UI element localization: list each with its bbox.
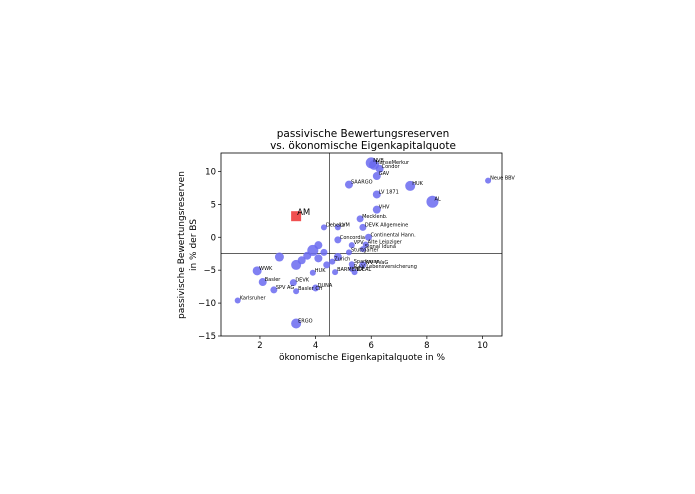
point-label: WV VVaG: [365, 260, 388, 266]
point-label: Concordia: [340, 235, 365, 241]
scatter-point: [372, 190, 381, 199]
chart-title-line2: vs. ökonomische Eigenkapitalquote: [270, 140, 456, 152]
scatter-point: [323, 261, 331, 269]
scatter-point: [372, 172, 381, 181]
scatter-point: [334, 236, 342, 244]
scatter-point: [348, 242, 355, 249]
point-label: HUK: [412, 181, 423, 187]
plot-frame: [220, 152, 503, 337]
point-label: R+V Lebensversicherung: [354, 264, 417, 270]
scatter-point: [345, 249, 352, 256]
x-axis-label: ökonomische Eigenkapitalquote in %: [279, 353, 446, 363]
point-label: DUNA: [318, 283, 333, 289]
point-label: SAARGO: [351, 180, 373, 186]
x-tick-label: 4: [313, 341, 318, 351]
point-label: Mecklenb.: [362, 214, 388, 220]
point-label: DEVK: [295, 278, 309, 284]
point-label: VPV: [354, 240, 364, 246]
scatter-point: [320, 248, 328, 256]
point-label: LV 1871: [379, 189, 399, 195]
scatter-point: [344, 180, 353, 189]
scatter-point: [314, 254, 323, 263]
point-label: Condor: [382, 164, 401, 170]
scatter-point: [362, 241, 369, 248]
point-label: NVB: [373, 158, 384, 164]
point-label: Karlsruher: [240, 295, 267, 301]
scatter-point: [291, 318, 302, 329]
y-tick-label: 10: [205, 167, 216, 177]
point-label: HanseMerkur: [376, 160, 410, 166]
scatter-point: [348, 265, 355, 272]
scatter-point: [314, 241, 323, 250]
scatter-point: [289, 279, 297, 287]
data-points: [234, 157, 492, 329]
highlight-point: [291, 211, 302, 222]
point-label: Zurich: [334, 257, 350, 263]
x-tick-label: 6: [369, 341, 374, 351]
point-label: Basler CH: [298, 286, 323, 292]
scatter-point: [426, 195, 439, 208]
point-label: Basler: [265, 277, 282, 283]
chart-title-line1: passivische Bewertungsreserven: [277, 128, 450, 140]
y-tick-label: 0: [211, 233, 216, 243]
point-label: GAV: [379, 171, 390, 177]
x-tick-label: 2: [257, 341, 262, 351]
scatter-point: [274, 252, 284, 262]
point-label: Neue BBV: [490, 176, 515, 182]
point-label: IDEAL: [357, 267, 372, 273]
y-axis-label-line2: in % der BS: [189, 219, 199, 271]
scatter-point: [297, 256, 306, 265]
point-label: Signal Iduna: [365, 244, 396, 250]
scatter-point: [270, 286, 278, 294]
point-label: Continental Hann.: [370, 232, 416, 238]
axis-ticks: 2 4 6 8 10 −15 −10 −5 0 5 10: [198, 167, 488, 351]
scatter-point: [309, 269, 316, 276]
scatter-point: [320, 224, 327, 231]
point-label: HUK: [315, 268, 326, 274]
scatter-point: [333, 253, 342, 262]
y-tick-label: −15: [198, 332, 216, 342]
scatter-point: [356, 215, 364, 223]
y-axis-label-line1: passivische Bewertungsreserven: [177, 171, 187, 319]
scatter-point: [372, 205, 381, 214]
point-label: BARMENIA: [337, 267, 364, 273]
highlight-label: AM: [297, 208, 310, 218]
point-label: Sparkasse: [354, 259, 380, 265]
point-label: Debeka: [326, 222, 345, 228]
point-label: Alte Leipziger: [368, 240, 403, 246]
point-label: WWK: [259, 266, 273, 272]
scatter-point: [359, 261, 367, 269]
point-label: AL: [434, 197, 440, 203]
scatter-point: [359, 246, 366, 253]
point-label: VHV: [379, 205, 390, 211]
scatter-point: [485, 177, 492, 184]
scatter-point: [365, 157, 377, 169]
point-label: DEVK Allgemeine: [365, 222, 408, 228]
scatter-point: [329, 258, 336, 265]
x-tick-label: 8: [424, 341, 429, 351]
y-tick-label: −10: [198, 299, 216, 309]
scatter-point: [234, 297, 241, 304]
point-label: ERGO: [298, 318, 313, 324]
scatter-point: [332, 269, 339, 276]
scatter-point: [258, 278, 267, 287]
reference-lines: [221, 153, 502, 336]
scatter-point: [252, 266, 262, 276]
scatter-point: [364, 233, 372, 241]
point-label: Stuttgarter: [351, 247, 380, 253]
scatter-point: [312, 284, 320, 292]
scatter-point: [334, 224, 341, 231]
y-tick-label: 5: [211, 200, 216, 210]
scatter-point: [405, 180, 416, 191]
y-tick-label: −5: [203, 266, 216, 276]
point-label: LVM: [340, 222, 350, 228]
x-tick-label: 10: [477, 341, 488, 351]
scatter-point: [359, 223, 367, 231]
point-label: SPV AG: [276, 285, 295, 291]
scatter-point: [348, 261, 355, 268]
scatter-point: [293, 288, 300, 295]
